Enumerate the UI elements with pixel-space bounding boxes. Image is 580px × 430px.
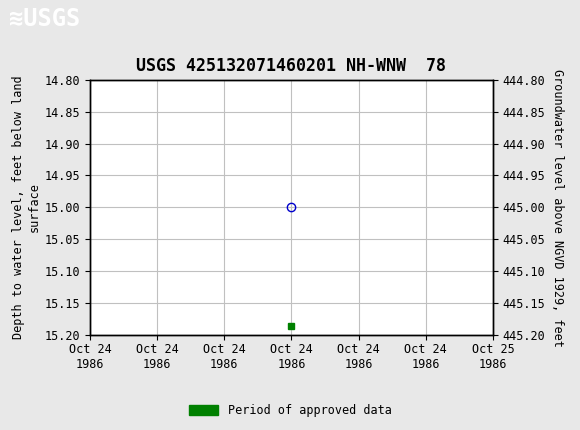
Y-axis label: Depth to water level, feet below land
surface: Depth to water level, feet below land su…	[12, 76, 41, 339]
Y-axis label: Groundwater level above NGVD 1929, feet: Groundwater level above NGVD 1929, feet	[551, 68, 564, 347]
Title: USGS 425132071460201 NH-WNW  78: USGS 425132071460201 NH-WNW 78	[136, 57, 447, 75]
Text: ≋USGS: ≋USGS	[9, 7, 80, 31]
Legend: Period of approved data: Period of approved data	[184, 399, 396, 422]
